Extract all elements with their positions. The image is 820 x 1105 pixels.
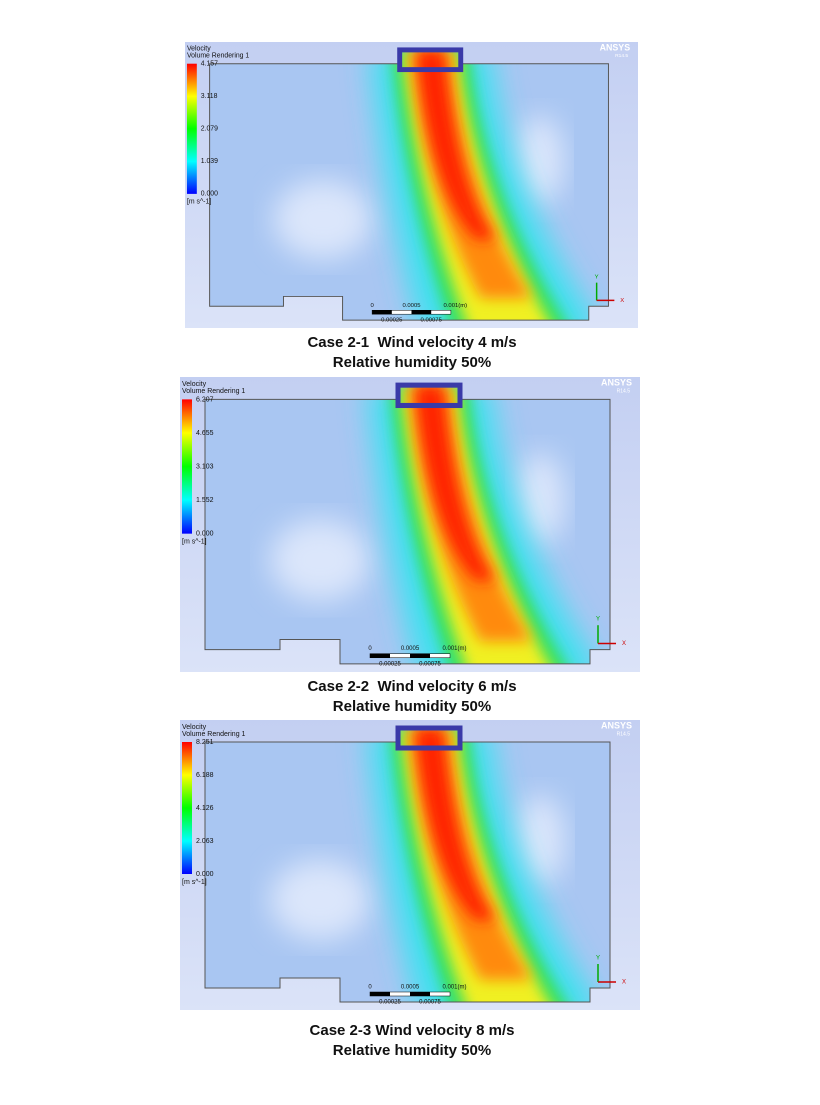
legend-tick-label: 2.063 [196,838,214,845]
scale-label: (m) [458,303,467,309]
scale-bar-dark [370,653,390,658]
legend-tick-label: 4.655 [196,430,214,437]
legend-unit: [m s^-1] [187,199,211,206]
scale-label: 0.00075 [419,661,441,667]
legend-tick-label: 0.000 [201,191,218,198]
legend-tick-label: 0.000 [196,530,214,537]
legend-title: Velocity [182,381,207,388]
brand: ANSYS [601,720,632,730]
nozzle [395,382,463,409]
scale-label: 0.00075 [419,1000,441,1006]
version: R14.5 [617,389,631,395]
axis-label: X [620,298,624,304]
legend-tick-label: 3.103 [196,463,214,470]
version: R14.5 [617,731,631,737]
version: R14.5 [615,53,628,59]
scale-bar-dark [411,310,432,315]
scale-label: 0.00075 [421,318,443,324]
brand: ANSYS [601,377,632,387]
color-bar [182,742,192,874]
legend-subtitle: Volume Rendering 1 [182,731,246,738]
low-velocity-region [515,453,565,545]
legend-unit: [m s^-1] [182,539,207,546]
legend-subtitle: Volume Rendering 1 [182,388,245,395]
scale-label: 0.001 [444,303,459,309]
legend-tick-label: 4.157 [201,61,218,68]
caption: Relative humidity 50% [333,1042,491,1059]
axis-label: Y [596,956,600,962]
scale-label: 0.001 [442,646,458,652]
caption: Relative humidity 50% [333,698,491,715]
legend-tick-label: 1.552 [196,497,214,504]
axis-label: Y [595,274,599,280]
low-velocity-region [270,519,370,601]
jet-red [415,385,496,581]
legend-tick-label: 6.207 [196,396,214,403]
legend-tick-label: 4.126 [196,805,214,812]
color-bar [186,63,197,194]
axis-label: X [622,641,626,647]
legend-tick-label: 3.118 [201,93,218,100]
scale-label: 0 [370,303,374,309]
scale-label: 0 [368,646,372,652]
caption: Case 2-2 Wind velocity 6 m/s [307,678,516,695]
axis-label: Y [596,617,600,623]
jet-red [415,728,496,920]
low-velocity-region [514,115,565,205]
jet-red [416,49,496,240]
low-velocity-region [273,180,373,259]
legend-tick-label: 6.188 [196,772,214,779]
scale-bar-dark [410,653,430,658]
legend-tick-label: 2.079 [201,126,218,133]
nozzle [395,725,463,751]
scale-label: 0 [368,985,372,991]
scale-bar-dark [372,310,392,315]
scale-label: 0.00025 [379,661,401,667]
flow-field [209,49,609,321]
low-velocity-region [270,860,370,940]
caption: Case 2-1 Wind velocity 4 m/s [307,334,516,351]
scale-label: 0.0005 [401,985,420,991]
axis-label: X [622,980,626,986]
legend-tick-label: 8.251 [196,739,214,746]
nozzle [397,47,464,73]
scale-label: 0.001 [442,985,458,991]
legend-subtitle: Volume Rendering 1 [187,53,249,60]
scale-bar-dark [410,992,430,996]
scale-label: 0.0005 [401,646,420,652]
legend-title: Velocity [187,46,211,53]
brand: ANSYS [600,42,631,52]
color-bar [182,399,192,534]
legend-title: Velocity [182,724,207,731]
caption: Case 2-3 Wind velocity 8 m/s [310,1022,515,1039]
scale-label: 0.00025 [381,318,403,324]
scale-label: 0.00025 [379,1000,401,1006]
flow-field [205,728,610,1002]
legend-tick-label: 0.000 [196,871,214,878]
flow-field [205,385,610,664]
legend-tick-label: 1.039 [201,158,218,165]
legend-unit: [m s^-1] [182,879,207,886]
low-velocity-region [515,795,565,885]
scale-bar-dark [370,992,390,996]
scale-label: (m) [457,646,466,652]
scale-label: (m) [458,985,467,991]
scale-label: 0.0005 [402,303,421,309]
caption: Relative humidity 50% [333,354,491,371]
